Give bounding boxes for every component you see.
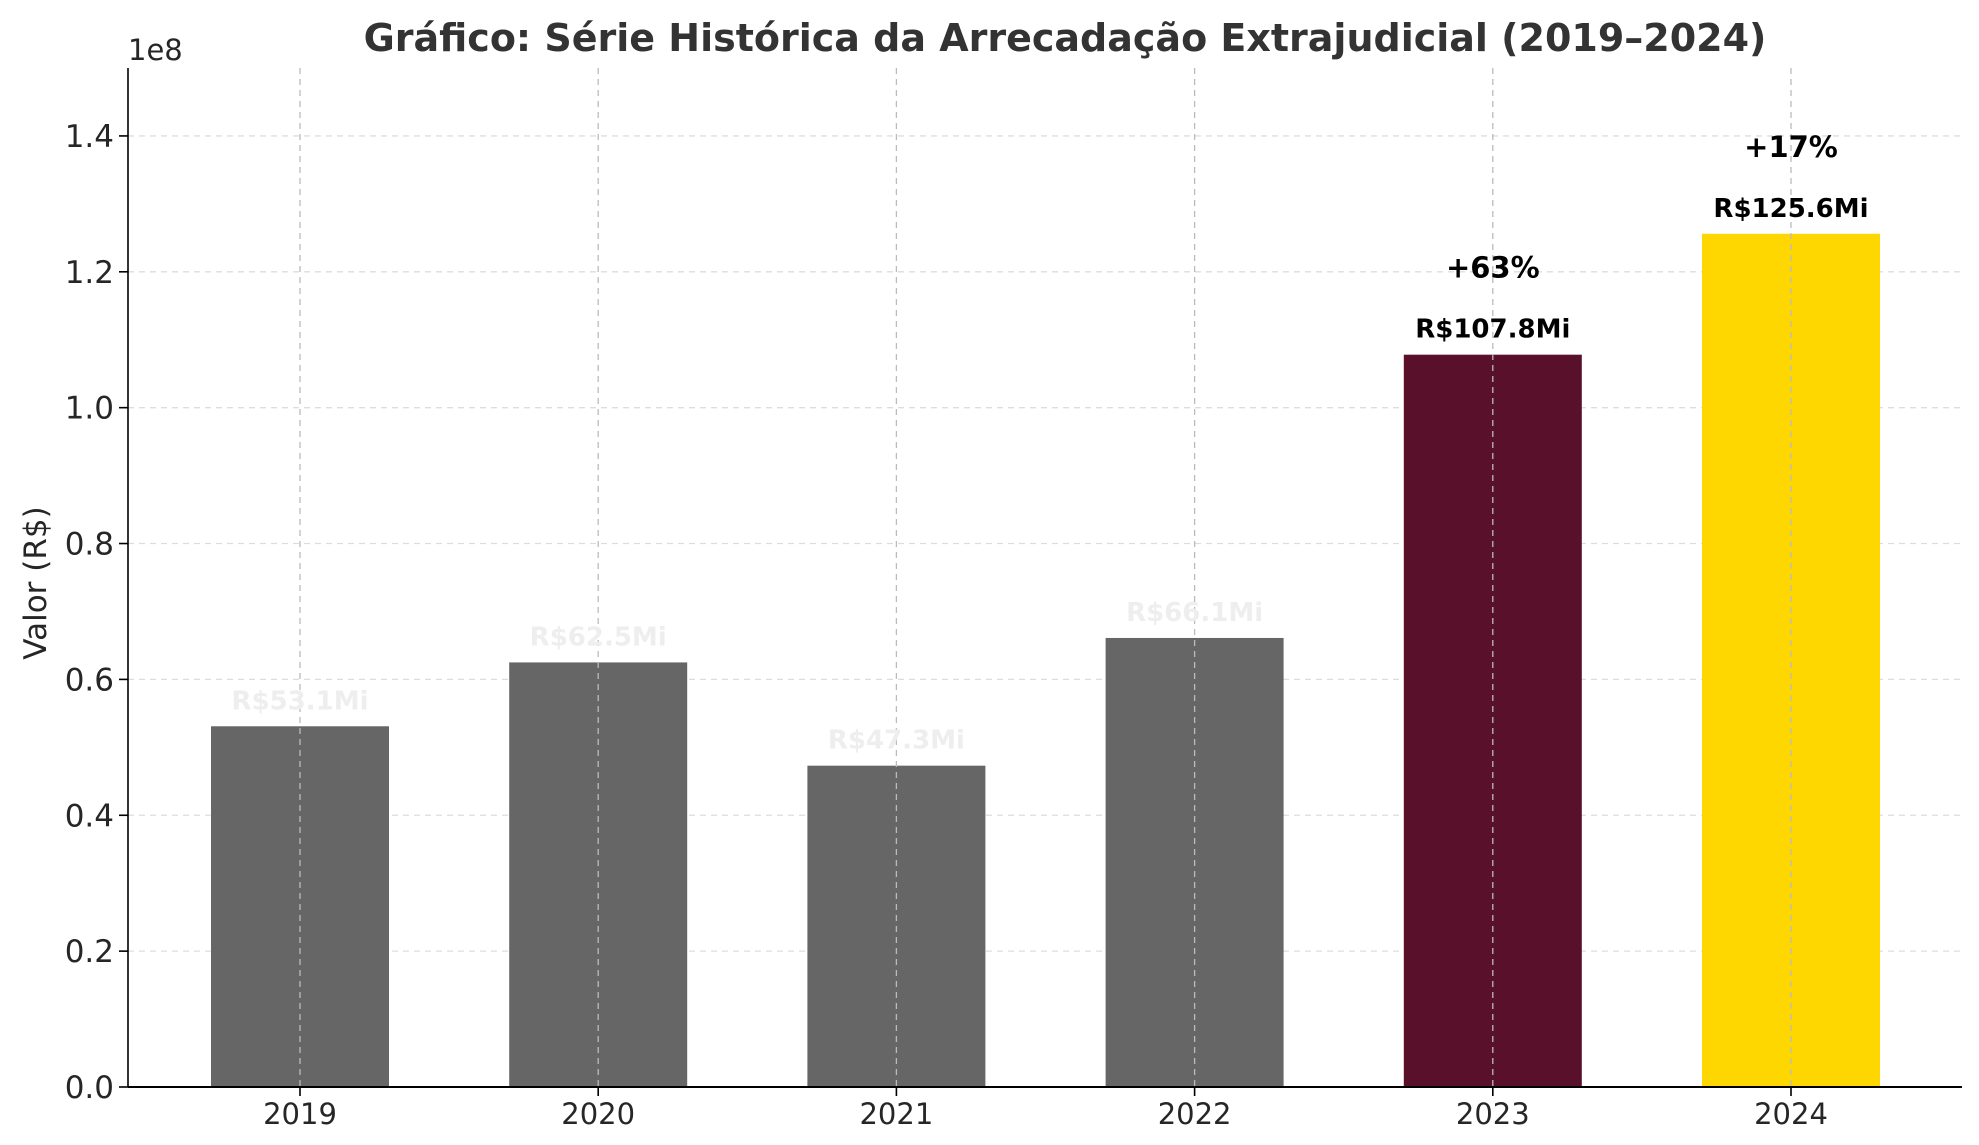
vertical-grid — [299, 68, 1792, 1087]
growth-label-2024: +17% — [1744, 130, 1838, 164]
value-label-2023: R$107.8Mi — [1415, 315, 1570, 345]
bar-2024 — [1702, 233, 1880, 1088]
y-axis-offset-label: 1e8 — [128, 33, 183, 67]
y-tick-label: 1.0 — [65, 391, 114, 427]
value-label-2022: R$66.1Mi — [1126, 598, 1263, 628]
axes: 0.0 0.2 0.4 0.6 0.8 1.0 1.2 1.4 2019 2020 2021 2022… — [65, 68, 1962, 1131]
y-tick-label: 0.0 — [65, 1070, 114, 1106]
grid — [128, 135, 1962, 1088]
y-tick-label: 0.4 — [65, 798, 114, 834]
growth-label-2023: +63% — [1446, 251, 1540, 285]
y-axis-label: Valor (R$) — [18, 506, 54, 659]
y-tick-label: 1.4 — [65, 119, 114, 155]
value-label-2019: R$53.1Mi — [231, 686, 368, 716]
x-tick-label-2019: 2019 — [263, 1097, 337, 1131]
y-tick-label: 1.2 — [65, 255, 114, 291]
value-label-2021: R$47.3Mi — [828, 726, 965, 756]
x-tick-label-2020: 2020 — [561, 1097, 635, 1131]
y-tick-label: 0.2 — [65, 934, 114, 970]
chart-title: Gráfico: Série Histórica da Arrecadação … — [364, 16, 1767, 60]
x-tick-label-2023: 2023 — [1456, 1097, 1530, 1131]
x-tick-label-2024: 2024 — [1754, 1097, 1828, 1131]
y-tick-label: 0.6 — [65, 662, 114, 698]
bars — [211, 233, 1880, 1088]
y-tick-label: 0.8 — [65, 527, 114, 563]
data-labels: R$53.1Mi R$62.5Mi R$47.3Mi R$66.1Mi R$107.8M… — [231, 130, 1868, 756]
x-tick-label-2022: 2022 — [1158, 1097, 1232, 1131]
value-label-2020: R$62.5Mi — [530, 622, 667, 652]
value-label-2024: R$125.6Mi — [1713, 194, 1868, 224]
x-tick-label-2021: 2021 — [859, 1097, 933, 1131]
